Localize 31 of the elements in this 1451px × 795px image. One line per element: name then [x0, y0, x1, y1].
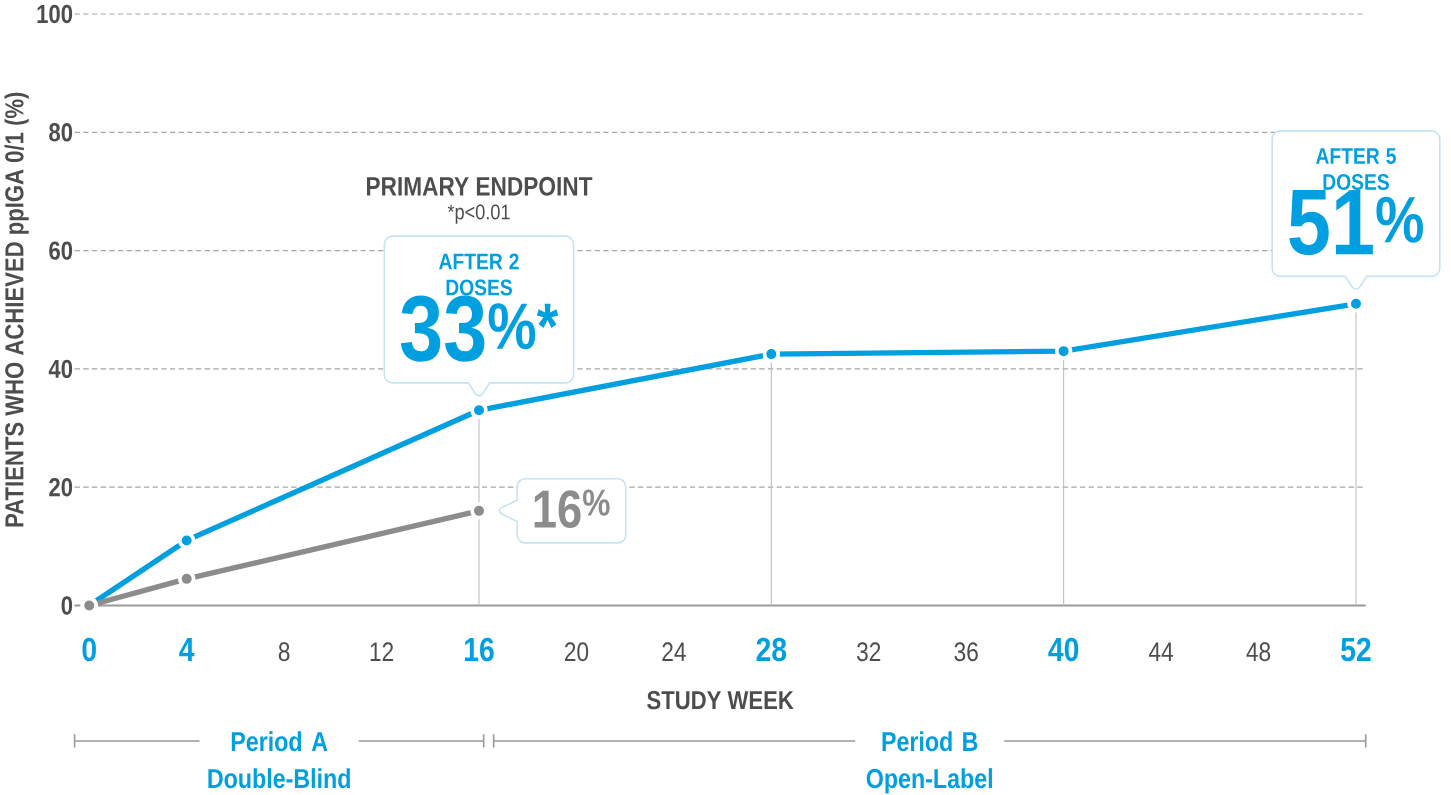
y-tick-label: 80: [49, 123, 73, 142]
x-tick-label: 4: [179, 638, 195, 661]
y-tick-label: 0: [61, 596, 73, 615]
x-tick-label: 24: [662, 642, 686, 661]
data-label: 51$^{%}$: [1289, 190, 1423, 256]
x-tick-label: 52: [1341, 637, 1371, 662]
x-tick-label: 48: [1246, 642, 1271, 662]
text: Period A Double-Blind: [208, 731, 350, 789]
annotation: AFTER 5 DOSES: [1315, 148, 1396, 191]
x-tick-label: 28: [756, 637, 787, 662]
data-label: 33$^{%*}$: [400, 295, 559, 362]
y-tick-label: 40: [48, 359, 73, 379]
x-tick-label: 16: [465, 637, 494, 662]
x-axis-title: STUDY WEEK: [647, 690, 794, 710]
x-tick-label: 0: [82, 637, 96, 662]
x-tick-label: 36: [954, 642, 978, 662]
annotation: *p<0.01: [447, 204, 510, 224]
y-tick-label: 100: [37, 4, 73, 24]
data-label: 16$^{%}$: [534, 489, 610, 528]
text: Period B Open-Label: [866, 731, 992, 794]
x-tick-label: 20: [564, 642, 589, 662]
y-axis-title: PATIENTS WHO ACHIEVED ppIGA 0/1 (%): [4, 92, 29, 527]
y-tick-label: 60: [49, 241, 73, 260]
annotation: PRIMARY ENDPOINT: [366, 176, 593, 196]
annotation: AFTER 2 DOSES: [439, 253, 519, 296]
y-tick-label: 20: [49, 477, 73, 497]
x-tick-label: 12: [370, 642, 394, 661]
x-tick-label: 8: [278, 642, 290, 662]
x-tick-label: 32: [857, 642, 881, 662]
x-tick-label: 44: [1149, 642, 1174, 661]
x-tick-label: 40: [1048, 637, 1079, 662]
